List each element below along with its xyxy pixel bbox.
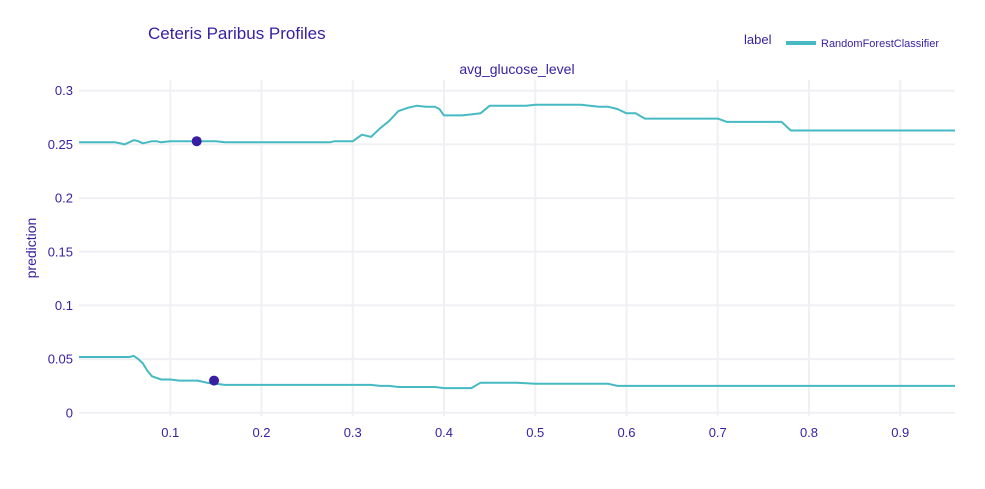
y-tick-label: 0.15 (48, 244, 73, 259)
x-tick-label: 0.1 (161, 425, 179, 440)
legend-entry-label: RandomForestClassifier (821, 38, 939, 50)
y-axis-label: prediction (23, 218, 39, 279)
x-tick-label: 0.7 (709, 425, 727, 440)
observation-markers (191, 136, 220, 386)
gridlines (79, 80, 955, 416)
x-tick-label: 0.9 (891, 425, 909, 440)
y-tick-label: 0 (66, 405, 73, 420)
x-tick-label: 0.6 (617, 425, 635, 440)
y-tick-label: 0.05 (48, 352, 73, 367)
legend-title: label (744, 32, 772, 47)
y-tick-label: 0.1 (55, 298, 73, 313)
y-tick-label: 0.3 (55, 83, 73, 98)
x-tick-label: 0.3 (344, 425, 362, 440)
legend[interactable]: label RandomForestClassifier (744, 32, 939, 50)
axis-tick-labels: 0.1 0.2 0.3 0.4 0.5 0.6 0.7 0.8 0.9 0 0.05 0.1 0.15 0… (48, 83, 910, 440)
chart-title: Ceteris Paribus Profiles (148, 24, 326, 43)
y-tick-label: 0.2 (55, 191, 73, 206)
series-lines (79, 103, 955, 390)
x-tick-label: 0.8 (800, 425, 818, 440)
y-tick-label: 0.25 (48, 137, 73, 152)
observation-point[interactable] (191, 136, 202, 147)
subplot-title: avg_glucose_level (459, 61, 574, 77)
series-line (79, 103, 955, 146)
observation-point[interactable] (209, 375, 220, 386)
x-tick-label: 0.2 (252, 425, 270, 440)
x-tick-label: 0.4 (435, 425, 453, 440)
x-tick-label: 0.5 (526, 425, 544, 440)
series-line (79, 354, 955, 390)
